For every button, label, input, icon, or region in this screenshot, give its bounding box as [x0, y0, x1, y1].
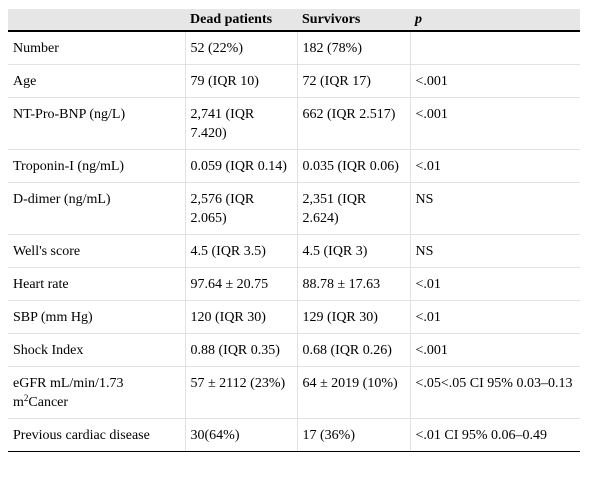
table-container: Dead patients Survivors p Number 52 (22%… — [8, 9, 580, 452]
p-value: NS — [410, 182, 580, 235]
row-label: Age — [8, 64, 186, 98]
table-row: Troponin-I (ng/mL) 0.059 (IQR 0.14) 0.03… — [8, 149, 580, 183]
survivors-value: 129 (IQR 30) — [297, 300, 411, 334]
row-label: eGFR mL/min/1.73 m2Cancer — [8, 366, 186, 419]
p-value: <.01 — [410, 149, 580, 183]
dead-value: 120 (IQR 30) — [185, 300, 298, 334]
dead-value: 52 (22%) — [185, 31, 298, 65]
table-row: Shock Index 0.88 (IQR 0.35) 0.68 (IQR 0.… — [8, 333, 580, 367]
row-label: NT-Pro-BNP (ng/L) — [8, 97, 186, 150]
survivors-value: 2,351 (IQR 2.624) — [297, 182, 411, 235]
survivors-value: 0.035 (IQR 0.06) — [297, 149, 411, 183]
survivors-value: 662 (IQR 2.517) — [297, 97, 411, 150]
dead-value: 79 (IQR 10) — [185, 64, 298, 98]
p-value: <.001 — [410, 333, 580, 367]
p-value: <.01 — [410, 300, 580, 334]
row-label: Troponin-I (ng/mL) — [8, 149, 186, 183]
dead-value: 0.88 (IQR 0.35) — [185, 333, 298, 367]
dead-value: 2,741 (IQR 7.420) — [185, 97, 298, 150]
p-value: <.001 — [410, 97, 580, 150]
superscript: 2 — [23, 393, 29, 403]
row-label-text: eGFR mL/min/1.73 m — [13, 376, 124, 410]
p-value: <.05<.05 CI 95% 0.03–0.13 — [410, 366, 580, 419]
row-label: Number — [8, 31, 186, 65]
dead-value: 4.5 (IQR 3.5) — [185, 234, 298, 268]
table-header-row: Dead patients Survivors p — [8, 9, 580, 32]
results-table: Dead patients Survivors p Number 52 (22%… — [8, 9, 580, 452]
survivors-value: 0.68 (IQR 0.26) — [297, 333, 411, 367]
table-row: SBP (mm Hg) 120 (IQR 30) 129 (IQR 30) <.… — [8, 300, 580, 334]
table-row: Heart rate 97.64 ± 20.75 88.78 ± 17.63 <… — [8, 267, 580, 301]
table-row: Number 52 (22%) 182 (78%) — [8, 31, 580, 65]
table-row: Age 79 (IQR 10) 72 (IQR 17) <.001 — [8, 64, 580, 98]
row-label: Previous cardiac disease — [8, 418, 186, 452]
header-dead-patients: Dead patients — [185, 9, 297, 32]
header-survivors: Survivors — [297, 9, 410, 32]
dead-value: 2,576 (IQR 2.065) — [185, 182, 298, 235]
dead-value: 0.059 (IQR 0.14) — [185, 149, 298, 183]
survivors-value: 17 (36%) — [297, 418, 411, 452]
table-row: D-dimer (ng/mL) 2,576 (IQR 2.065) 2,351 … — [8, 182, 580, 235]
survivors-value: 182 (78%) — [297, 31, 411, 65]
dead-value: 57 ± 2112 (23%) — [185, 366, 298, 419]
survivors-value: 88.78 ± 17.63 — [297, 267, 411, 301]
survivors-value: 4.5 (IQR 3) — [297, 234, 411, 268]
dead-value: 97.64 ± 20.75 — [185, 267, 298, 301]
row-label: SBP (mm Hg) — [8, 300, 186, 334]
table-row: eGFR mL/min/1.73 m2Cancer 57 ± 2112 (23%… — [8, 366, 580, 419]
p-value: <.01 CI 95% 0.06–0.49 — [410, 418, 580, 452]
row-label: D-dimer (ng/mL) — [8, 182, 186, 235]
survivors-value: 72 (IQR 17) — [297, 64, 411, 98]
row-label: Heart rate — [8, 267, 186, 301]
survivors-value: 64 ± 2019 (10%) — [297, 366, 411, 419]
row-label: Shock Index — [8, 333, 186, 367]
p-value: <.001 — [410, 64, 580, 98]
header-p-value: p — [410, 9, 580, 32]
table-row: Previous cardiac disease 30(64%) 17 (36%… — [8, 418, 580, 452]
table-row: Well's score 4.5 (IQR 3.5) 4.5 (IQR 3) N… — [8, 234, 580, 268]
p-value: <.01 — [410, 267, 580, 301]
row-label-text-cont: Cancer — [28, 395, 69, 410]
row-label: Well's score — [8, 234, 186, 268]
header-label — [8, 9, 185, 32]
table-row: NT-Pro-BNP (ng/L) 2,741 (IQR 7.420) 662 … — [8, 97, 580, 150]
p-value — [410, 31, 580, 65]
p-value: NS — [410, 234, 580, 268]
dead-value: 30(64%) — [185, 418, 298, 452]
